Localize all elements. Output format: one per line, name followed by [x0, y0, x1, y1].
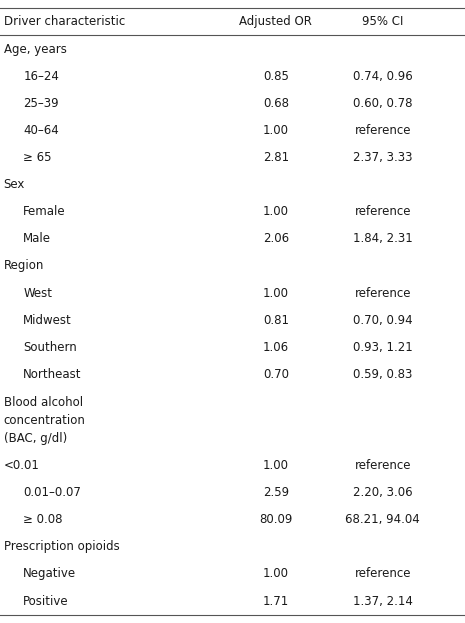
Text: reference: reference: [354, 287, 411, 300]
Text: 1.06: 1.06: [263, 341, 289, 354]
Text: Prescription opioids: Prescription opioids: [4, 540, 120, 553]
Text: 0.93, 1.21: 0.93, 1.21: [353, 341, 412, 354]
Text: 68.21, 94.04: 68.21, 94.04: [345, 513, 420, 526]
Text: 25–39: 25–39: [23, 97, 59, 110]
Text: 95% CI: 95% CI: [362, 16, 404, 29]
Text: 2.59: 2.59: [263, 486, 289, 499]
Text: Driver characteristic: Driver characteristic: [4, 16, 125, 29]
Text: 1.00: 1.00: [263, 568, 289, 581]
Text: Age, years: Age, years: [4, 42, 66, 55]
Text: 16–24: 16–24: [23, 70, 59, 83]
Text: reference: reference: [354, 205, 411, 218]
Text: 0.81: 0.81: [263, 313, 289, 326]
Text: West: West: [23, 287, 52, 300]
Text: <0.01: <0.01: [4, 459, 40, 472]
Text: reference: reference: [354, 568, 411, 581]
Text: 1.84, 2.31: 1.84, 2.31: [353, 232, 412, 245]
Text: 0.70: 0.70: [263, 368, 289, 381]
Text: 0.70, 0.94: 0.70, 0.94: [353, 313, 412, 326]
Text: 0.59, 0.83: 0.59, 0.83: [353, 368, 412, 381]
Text: 0.60, 0.78: 0.60, 0.78: [353, 97, 412, 110]
Text: 80.09: 80.09: [259, 513, 292, 526]
Text: 0.68: 0.68: [263, 97, 289, 110]
Text: 0.01–0.07: 0.01–0.07: [23, 486, 81, 499]
Text: Southern: Southern: [23, 341, 77, 354]
Text: Northeast: Northeast: [23, 368, 82, 381]
Text: Blood alcohol
concentration
(BAC, g/dl): Blood alcohol concentration (BAC, g/dl): [4, 396, 86, 445]
Text: ≥ 65: ≥ 65: [23, 151, 52, 164]
Text: Region: Region: [4, 259, 44, 272]
Text: Adjusted OR: Adjusted OR: [239, 16, 312, 29]
Text: Midwest: Midwest: [23, 313, 72, 326]
Text: 1.37, 2.14: 1.37, 2.14: [353, 594, 413, 607]
Text: Positive: Positive: [23, 594, 69, 607]
Text: Sex: Sex: [4, 178, 25, 191]
Text: 1.00: 1.00: [263, 287, 289, 300]
Text: 2.06: 2.06: [263, 232, 289, 245]
Text: 40–64: 40–64: [23, 124, 59, 137]
Text: 0.74, 0.96: 0.74, 0.96: [353, 70, 412, 83]
Text: 0.85: 0.85: [263, 70, 289, 83]
Text: 1.00: 1.00: [263, 124, 289, 137]
Text: 1.00: 1.00: [263, 459, 289, 472]
Text: 1.00: 1.00: [263, 205, 289, 218]
Text: ≥ 0.08: ≥ 0.08: [23, 513, 63, 526]
Text: Female: Female: [23, 205, 66, 218]
Text: 1.71: 1.71: [263, 594, 289, 607]
Text: Negative: Negative: [23, 568, 76, 581]
Text: Male: Male: [23, 232, 51, 245]
Text: reference: reference: [354, 124, 411, 137]
Text: 2.37, 3.33: 2.37, 3.33: [353, 151, 412, 164]
Text: 2.20, 3.06: 2.20, 3.06: [353, 486, 412, 499]
Text: reference: reference: [354, 459, 411, 472]
Text: 2.81: 2.81: [263, 151, 289, 164]
